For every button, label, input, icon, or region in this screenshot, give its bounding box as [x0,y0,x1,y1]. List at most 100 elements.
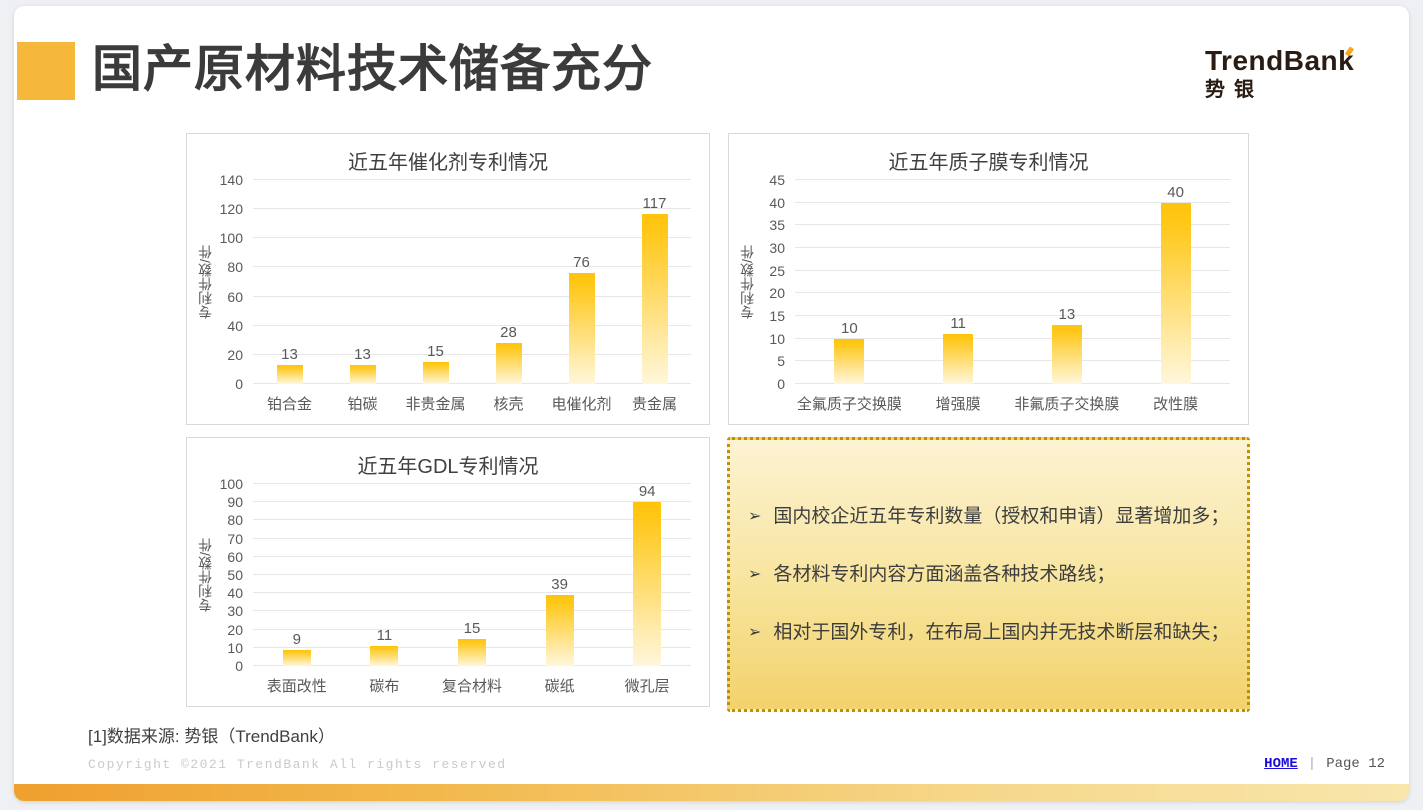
x-category-label: 改性膜 [1153,396,1199,413]
bar-column: 13 [253,180,326,384]
bar [495,343,522,384]
chart-panel-catalyst: 近五年催化剂专利情况 专利件数/件 0 20 40 60 80 100 120 140 13 1… [186,133,710,425]
bar-column: 11 [341,484,429,666]
bar-series: 10 11 13 40 [795,180,1230,384]
y-tick-label: 90 [227,494,243,511]
bar-series: 13 13 15 28 76 117 [253,180,691,384]
bar [282,649,311,666]
chart-title: 近五年GDL专利情况 [357,456,539,478]
x-category-label: 碳纸 [544,678,575,695]
x-category-label: 铂碳 [347,396,378,413]
plot-area: 9 11 15 39 94 [253,483,691,666]
gridline [253,519,691,521]
note-text: 各材料专利内容方面涵盖各种技术路线； [773,563,1116,585]
home-link[interactable]: HOME [1264,756,1298,772]
y-tick-label: 70 [227,530,243,547]
plot-area: 10 11 13 40 [795,179,1230,384]
arrow-bullet-icon: ➢ [748,507,762,525]
gridline [253,592,691,594]
bar-column: 28 [472,180,545,384]
bar-value-label: 9 [292,630,301,648]
note-item: ➢ 国内校企近五年专利数量（授权和申请）显著增加多； [748,504,1235,530]
gridline [253,574,691,575]
gridline [253,501,691,503]
y-tick-label: 15 [769,308,785,325]
brand-subtitle: 势银 [1205,79,1263,101]
y-tick-label: 5 [777,353,785,370]
gridline [795,269,1230,271]
y-axis-ticks: 0 20 40 60 80 100 120 140 [215,173,253,391]
bar-column: 40 [1121,180,1230,384]
chart-body: 专利件数/件 0 10 20 30 40 50 60 70 80 90 100 9 11 15 39 94 … [195,477,691,698]
y-tick-label: 10 [227,639,243,656]
bar-column: 94 [603,484,691,666]
bar-column: 39 [516,484,604,666]
bar-value-label: 76 [573,254,590,272]
slide: 国产原材料技术储备充分 TrendBank 势银 近五年催化剂专利情况 专利件数… [14,6,1409,801]
gridline [253,628,691,630]
bar-column: 13 [326,180,399,384]
bar-column: 13 [1013,180,1122,384]
y-tick-label: 10 [769,330,785,347]
x-category-label: 碳布 [369,678,400,695]
bar [349,365,376,384]
x-category-label: 增强膜 [935,396,981,413]
bar-value-label: 13 [354,346,371,364]
gridline [795,179,1230,180]
x-axis-labels: 表面改性 碳布 复合材料 碳纸 微孔层 [253,666,691,698]
bar-value-label: 28 [500,324,517,342]
y-tick-label: 40 [227,317,243,334]
note-item: ➢ 相对于国外专利，在布局上国内并无技术断层和缺失； [748,620,1235,646]
gridline [795,292,1230,294]
bar-value-label: 117 [642,194,667,212]
bar-value-label: 13 [1058,306,1076,324]
gridline [253,237,691,239]
gridline [253,537,691,539]
x-category-label: 复合材料 [441,678,502,695]
gridlines [253,179,691,384]
y-tick-label: 120 [219,201,243,218]
y-tick-label: 50 [227,567,243,583]
gridline [253,208,691,210]
gridline [253,555,691,557]
bar-value-label: 15 [463,619,481,637]
bar-value-label: 39 [551,576,568,594]
x-category-label: 贵金属 [631,396,677,413]
bar [834,338,865,384]
y-axis-ticks: 0 5 10 15 20 25 30 35 40 45 [757,173,795,391]
bar-value-label: 11 [950,315,966,333]
gridline [795,247,1230,249]
x-category-label: 非贵金属 [405,396,466,413]
bar-column: 15 [399,180,472,384]
brand-name: TrendBank [1205,45,1355,76]
gridline [253,266,691,268]
gridline [795,201,1230,203]
chart-title: 近五年催化剂专利情况 [348,152,548,174]
bar [370,645,399,666]
page-indicator: Page 12 [1326,756,1385,772]
y-tick-label: 60 [227,548,243,565]
y-tick-label: 35 [769,217,785,234]
gridline [795,337,1230,339]
chart-title: 近五年质子膜专利情况 [888,152,1089,174]
bar-value-label: 13 [281,346,298,364]
y-tick-label: 20 [227,621,243,638]
y-tick-label: 80 [227,259,243,276]
bar-column: 10 [795,180,904,384]
gridlines [795,179,1230,384]
y-tick-label: 20 [769,285,785,302]
page-title: 国产原材料技术储备充分 [92,41,653,97]
y-tick-label: 100 [219,230,243,247]
bar-column: 76 [545,180,618,384]
bar [276,365,303,384]
bar-value-label: 10 [841,319,858,337]
bar [943,334,974,384]
brand-logo: TrendBank 势银 [1205,45,1355,102]
data-source-note: [1]数据来源: 势银（TrendBank） [88,727,335,746]
y-tick-label: 60 [227,288,243,305]
x-category-label: 表面改性 [266,678,327,695]
arrow-bullet-icon: ➢ [748,565,762,583]
y-tick-label: 140 [219,172,243,188]
footer-separator: | [1307,756,1317,772]
y-tick-label: 40 [769,194,785,211]
